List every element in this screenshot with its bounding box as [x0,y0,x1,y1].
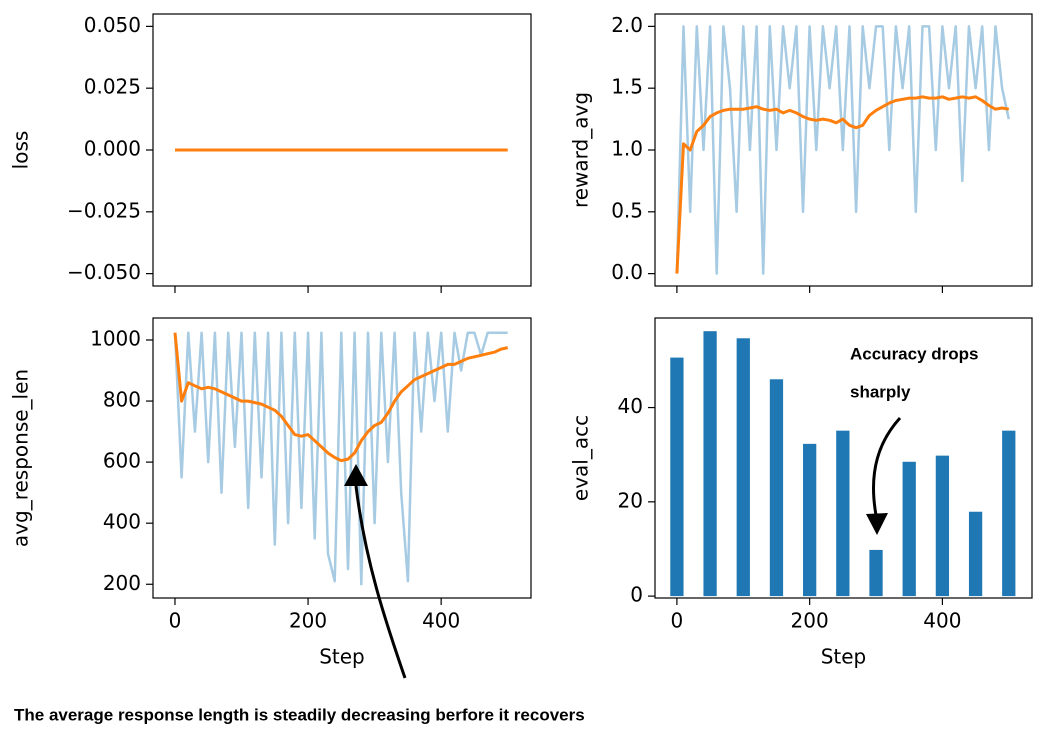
y-tick-label: 800 [103,388,141,412]
x-axis-label: Step [319,645,365,669]
x-axis-label: Step [821,645,867,669]
y-tick-label: 0.0 [611,260,643,284]
x-tick-label: 200 [289,609,327,633]
line [173,332,509,463]
bar [803,443,817,597]
annotation-arrowhead [344,464,368,486]
y-tick-label: 600 [103,449,141,473]
x-tick-label: 0 [671,609,684,633]
y-tick-label: 0.5 [611,198,643,222]
bar [869,549,883,597]
y-tick-label: −0.050 [67,260,141,284]
bar [902,461,916,597]
y-tick-label: 0.050 [84,13,141,37]
bar [736,338,750,597]
bar [670,357,684,597]
annotation-arrow [872,416,902,516]
annotation-arrowhead [866,513,888,535]
y-axis-label: eval_acc [569,415,593,501]
bar [1002,430,1016,597]
y-tick-label: 0 [630,583,643,607]
y-tick-label: −0.025 [67,198,141,222]
axes-frame [654,317,1033,599]
line [675,25,1011,275]
y-tick-label: 1000 [90,326,141,350]
y-tick-label: 1.5 [611,75,643,99]
y-axis-label: loss [9,131,33,170]
y-tick-label: 0.025 [84,75,141,99]
y-axis-label: avg_response_len [9,369,33,547]
annotation: Accuracy drops [850,344,979,363]
axes-frame [152,317,532,599]
line [675,95,1010,274]
bar [769,379,784,597]
bar [968,511,983,597]
y-tick-label: 40 [618,394,643,418]
y-tick-label: 1.0 [611,137,643,161]
y-tick-label: 200 [103,571,141,595]
caption: The average response length is steadily … [14,705,585,724]
annotation-arrow [354,485,407,679]
y-tick-label: 400 [103,510,141,534]
y-tick-label: 2.0 [611,13,643,37]
bar [703,331,717,597]
x-tick-label: 400 [923,609,961,633]
bar [836,430,850,597]
annotation: sharply [850,382,911,401]
y-tick-label: 0.000 [84,137,141,161]
x-tick-label: 400 [422,609,460,633]
x-tick-label: 200 [791,609,829,633]
bar [935,455,950,597]
line [173,331,508,586]
y-axis-label: reward_avg [569,92,593,208]
y-tick-label: 20 [618,488,643,512]
x-tick-label: 0 [169,609,182,633]
